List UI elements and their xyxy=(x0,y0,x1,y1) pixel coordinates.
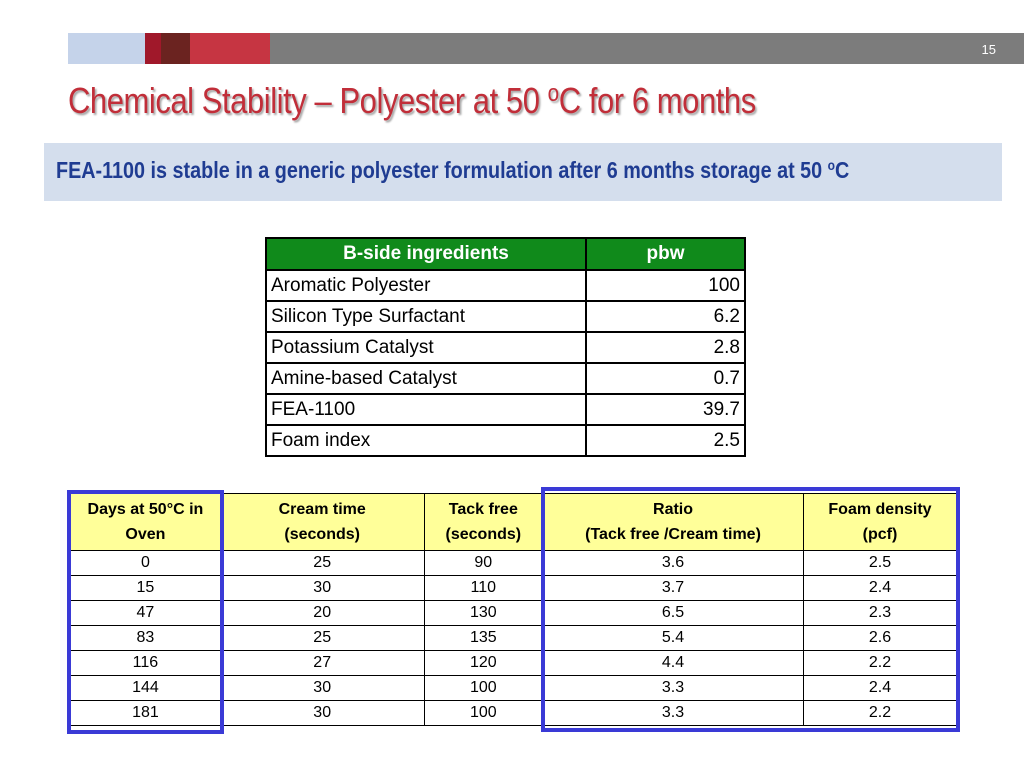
table-row: 15 30 110 3.7 2.4 xyxy=(70,575,958,601)
ingredient-name: Amine-based Catalyst xyxy=(265,362,587,395)
ingredient-pbw: 2.8 xyxy=(585,331,746,364)
column-header: pbw xyxy=(585,237,746,271)
column-header: Ratio (Tack free /Cream time) xyxy=(542,493,804,551)
column-header: Tack free (seconds) xyxy=(423,493,544,551)
column-header-line: (pcf) xyxy=(862,526,898,543)
stability-data-table: Days at 50°C in Oven Cream time (seconds) Ta… xyxy=(70,493,958,726)
table-cell: 4.4 xyxy=(542,650,804,676)
table-cell: 120 xyxy=(423,650,544,676)
page-number: 15 xyxy=(981,42,996,57)
ingredient-pbw: 0.7 xyxy=(585,362,746,395)
bar-segment-lightblue xyxy=(68,33,145,64)
table-cell: 135 xyxy=(423,625,544,651)
table-row: Amine-based Catalyst 0.7 xyxy=(265,362,746,395)
table-row: 181 30 100 3.3 2.2 xyxy=(70,700,958,726)
table-cell: 2.2 xyxy=(802,700,958,726)
table-cell: 30 xyxy=(219,575,425,601)
ingredient-name: Silicon Type Surfactant xyxy=(265,300,587,333)
table-cell: 2.3 xyxy=(802,600,958,626)
table-cell: 2.4 xyxy=(802,675,958,701)
bside-ingredients-table: B-side ingredients pbw Aromatic Polyeste… xyxy=(265,237,746,457)
bar-segment-darkred xyxy=(161,33,190,64)
table-cell: 110 xyxy=(423,575,544,601)
table-cell: 3.7 xyxy=(542,575,804,601)
table-cell: 30 xyxy=(219,675,425,701)
column-header-line: Foam density xyxy=(828,501,932,518)
summary-banner: FEA-1100 is stable in a generic polyeste… xyxy=(44,143,1002,201)
table-row: 0 25 90 3.6 2.5 xyxy=(70,550,958,576)
table-header-row: Days at 50°C in Oven Cream time (seconds) Ta… xyxy=(70,493,958,551)
ingredient-pbw: 39.7 xyxy=(585,393,746,426)
table-cell: 130 xyxy=(423,600,544,626)
column-header: B-side ingredients xyxy=(265,237,587,271)
table-cell: 5.4 xyxy=(542,625,804,651)
table-row: 116 27 120 4.4 2.2 xyxy=(70,650,958,676)
table-row: Silicon Type Surfactant 6.2 xyxy=(265,300,746,333)
table-row: Aromatic Polyester 100 xyxy=(265,269,746,302)
table-cell: 27 xyxy=(219,650,425,676)
ingredient-pbw: 2.5 xyxy=(585,424,746,457)
table-row: Foam index 2.5 xyxy=(265,424,746,457)
table-cell: 25 xyxy=(219,550,425,576)
ingredient-pbw: 6.2 xyxy=(585,300,746,333)
ingredient-pbw: 100 xyxy=(585,269,746,302)
table-cell: 6.5 xyxy=(542,600,804,626)
table-cell: 30 xyxy=(219,700,425,726)
table-row: Potassium Catalyst 2.8 xyxy=(265,331,746,364)
table-header-row: B-side ingredients pbw xyxy=(265,237,746,271)
table-cell: 100 xyxy=(423,700,544,726)
column-header-line: Ratio xyxy=(653,501,694,518)
table-row: FEA-1100 39.7 xyxy=(265,393,746,426)
table-cell: 3.3 xyxy=(542,675,804,701)
table-row: 47 20 130 6.5 2.3 xyxy=(70,600,958,626)
table-cell: 144 xyxy=(70,675,221,701)
bar-segment-gray: 15 xyxy=(270,33,1024,64)
table-cell: 3.6 xyxy=(542,550,804,576)
table-cell: 3.3 xyxy=(542,700,804,726)
table-cell: 47 xyxy=(70,600,221,626)
ingredient-name: FEA-1100 xyxy=(265,393,587,426)
table-cell: 83 xyxy=(70,625,221,651)
table-cell: 2.6 xyxy=(802,625,958,651)
column-header: Foam density (pcf) xyxy=(802,493,958,551)
column-header: Cream time (seconds) xyxy=(219,493,425,551)
table-cell: 25 xyxy=(219,625,425,651)
table-cell: 2.5 xyxy=(802,550,958,576)
table-cell: 116 xyxy=(70,650,221,676)
table-row: 144 30 100 3.3 2.4 xyxy=(70,675,958,701)
column-header-line: (Tack free /Cream time) xyxy=(585,526,761,543)
table-cell: 15 xyxy=(70,575,221,601)
column-header-line: Cream time xyxy=(278,501,366,518)
column-header-line: (seconds) xyxy=(445,526,522,543)
top-decorative-bar: 15 xyxy=(68,33,1024,64)
table-row: 83 25 135 5.4 2.6 xyxy=(70,625,958,651)
table-cell: 20 xyxy=(219,600,425,626)
ingredient-name: Foam index xyxy=(265,424,587,457)
slide-title: Chemical Stability – Polyester at 50 oC … xyxy=(68,80,756,121)
summary-text: FEA-1100 is stable in a generic polyeste… xyxy=(56,157,850,183)
ingredient-name: Aromatic Polyester xyxy=(265,269,587,302)
table-cell: 2.2 xyxy=(802,650,958,676)
table-cell: 181 xyxy=(70,700,221,726)
column-header-line: Oven xyxy=(125,526,166,543)
column-header-line: Tack free xyxy=(448,501,518,518)
table-cell: 90 xyxy=(423,550,544,576)
ingredient-name: Potassium Catalyst xyxy=(265,331,587,364)
column-header-line: (seconds) xyxy=(284,526,360,543)
column-header: Days at 50°C in Oven xyxy=(70,493,221,551)
table-cell: 100 xyxy=(423,675,544,701)
bar-segment-crimson xyxy=(190,33,270,64)
table-cell: 0 xyxy=(70,550,221,576)
column-header-line: Days at 50°C in xyxy=(87,501,204,518)
bar-segment-red xyxy=(145,33,161,64)
table-cell: 2.4 xyxy=(802,575,958,601)
